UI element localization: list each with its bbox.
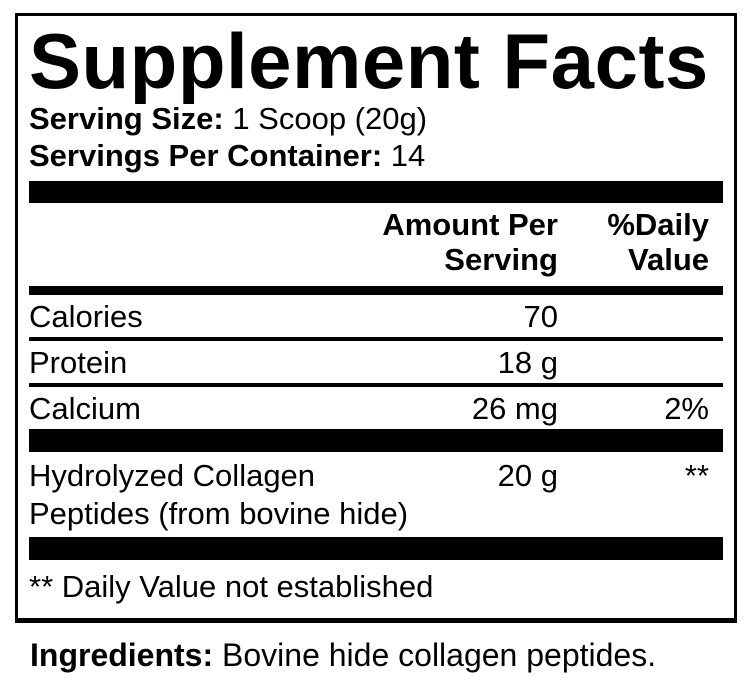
panel-title: Supplement Facts: [29, 17, 709, 105]
nutrient-daily-value: 2%: [664, 391, 709, 426]
nutrient-daily-value: **: [684, 458, 709, 493]
amount-per-serving-header: Amount Per Serving: [348, 207, 558, 277]
nutrient-name-line2: Peptides (from bovine hide): [29, 496, 409, 531]
supplement-facts-panel: Supplement Facts Serving Size: 1 Scoop (…: [15, 13, 737, 623]
amount-header-line2: Serving: [444, 242, 558, 277]
separator-bar: [29, 537, 723, 560]
daily-value-footnote: ** Daily Value not established: [29, 569, 434, 604]
serving-size-label: Serving Size:: [29, 101, 224, 136]
nutrient-amount: 20 g: [497, 458, 558, 493]
separator-bar: [29, 181, 723, 203]
servings-per-container-line: Servings Per Container: 14: [29, 137, 723, 174]
ingredients-value: Bovine hide collagen peptides.: [222, 637, 657, 673]
nutrient-name: Protein: [29, 345, 128, 380]
serving-size-line: Serving Size: 1 Scoop (20g): [29, 100, 723, 137]
table-header-row: Amount Per Serving %Daily Value: [29, 203, 723, 286]
table-row-hydrolyzed-collagen: Hydrolyzed Collagen Peptides (from bovin…: [29, 452, 723, 537]
nutrient-name-line1: Hydrolyzed Collagen: [29, 458, 316, 493]
thin-rule: [29, 383, 723, 387]
separator-bar: [29, 429, 723, 452]
nutrient-name: Calories: [29, 299, 143, 334]
amount-header-line1: Amount Per: [382, 207, 558, 242]
ingredients-label: Ingredients:: [30, 637, 214, 673]
nutrient-amount: 26 mg: [471, 391, 558, 426]
nutrient-name: Calcium: [29, 391, 141, 426]
servings-per-container-label: Servings Per Container:: [29, 138, 383, 173]
ingredients-line: Ingredients: Bovine hide collagen peptid…: [30, 636, 751, 674]
dv-header-line1: %Daily: [607, 207, 709, 242]
daily-value-header: %Daily Value: [558, 207, 723, 277]
thin-rule: [29, 337, 723, 341]
dv-header-line2: Value: [628, 242, 709, 277]
servings-per-container-value: 14: [390, 138, 426, 173]
thick-rule: [29, 286, 723, 295]
serving-size-value: 1 Scoop (20g): [232, 101, 428, 136]
nutrient-amount: 70: [523, 299, 558, 334]
table-row-calcium: Calcium 26 mg 2%: [29, 387, 723, 429]
table-row-calories: Calories 70: [29, 295, 723, 337]
nutrient-name: Hydrolyzed Collagen Peptides (from bovin…: [29, 457, 409, 533]
table-row-protein: Protein 18 g: [29, 341, 723, 383]
nutrient-amount: 18 g: [497, 345, 558, 380]
